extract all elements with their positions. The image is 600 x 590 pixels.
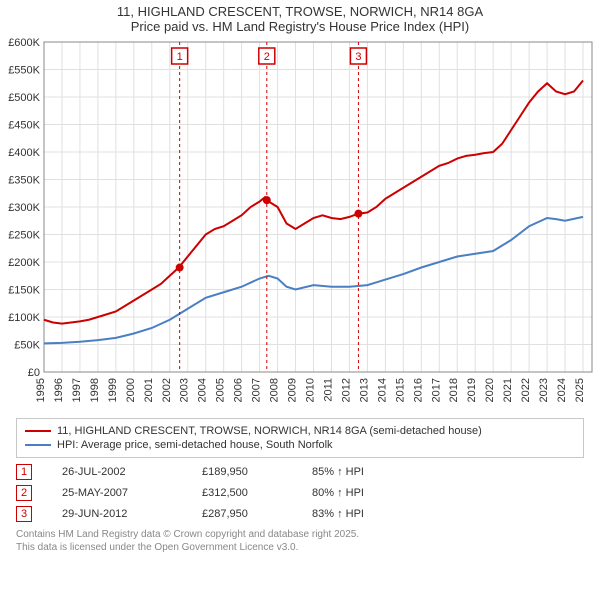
x-tick-label: 2006 — [233, 378, 245, 402]
legend: 11, HIGHLAND CRESCENT, TROWSE, NORWICH, … — [16, 418, 584, 458]
x-tick-label: 1995 — [35, 378, 47, 402]
event-badge: 1 — [16, 464, 32, 480]
y-tick-label: £100K — [8, 312, 40, 324]
event-row: 2 25-MAY-2007 £312,500 80% ↑ HPI — [16, 485, 584, 501]
y-tick-label: £250K — [8, 230, 40, 242]
y-tick-label: £400K — [8, 147, 40, 159]
legend-swatch — [25, 430, 51, 432]
event-badge: 2 — [16, 485, 32, 501]
event-marker-point — [263, 196, 271, 204]
x-tick-label: 2001 — [143, 378, 155, 402]
event-marker-number: 2 — [264, 51, 270, 63]
legend-label: 11, HIGHLAND CRESCENT, TROWSE, NORWICH, … — [57, 425, 482, 437]
title-line-1: 11, HIGHLAND CRESCENT, TROWSE, NORWICH, … — [0, 4, 600, 19]
event-date: 26-JUL-2002 — [62, 466, 172, 478]
event-row: 1 26-JUL-2002 £189,950 85% ↑ HPI — [16, 464, 584, 480]
y-tick-label: £300K — [8, 202, 40, 214]
x-tick-label: 2011 — [322, 378, 334, 402]
events-table: 1 26-JUL-2002 £189,950 85% ↑ HPI 2 25-MAY-200… — [16, 464, 584, 522]
x-tick-label: 2010 — [305, 378, 317, 402]
footer-line-2: This data is licensed under the Open Gov… — [16, 541, 584, 554]
event-badge: 3 — [16, 506, 32, 522]
x-tick-label: 2005 — [215, 378, 227, 402]
chart-title: 11, HIGHLAND CRESCENT, TROWSE, NORWICH, … — [0, 0, 600, 34]
x-tick-label: 2002 — [161, 378, 173, 402]
chart-area: £0 £50K £100K £150K £200K £250K £300K £350K £400… — [0, 34, 600, 414]
x-tick-label: 2024 — [556, 378, 568, 402]
x-tick-label: 2023 — [538, 378, 550, 402]
footer-line-1: Contains HM Land Registry data © Crown c… — [16, 528, 584, 541]
event-price: £312,500 — [202, 487, 282, 499]
title-line-2: Price paid vs. HM Land Registry's House … — [0, 19, 600, 34]
event-marker-point — [176, 264, 184, 272]
event-date: 29-JUN-2012 — [62, 508, 172, 520]
event-pct: 83% ↑ HPI — [312, 508, 412, 520]
legend-item: 11, HIGHLAND CRESCENT, TROWSE, NORWICH, … — [25, 425, 575, 437]
y-tick-label: £550K — [8, 65, 40, 77]
event-pct: 80% ↑ HPI — [312, 487, 412, 499]
x-tick-label: 2019 — [466, 378, 478, 402]
y-tick-label: £0 — [28, 367, 40, 379]
footer: Contains HM Land Registry data © Crown c… — [16, 528, 584, 554]
event-marker-number: 3 — [355, 51, 361, 63]
legend-item: HPI: Average price, semi-detached house,… — [25, 439, 575, 451]
x-tick-label: 2000 — [125, 378, 137, 402]
x-tick-label: 2009 — [287, 378, 299, 402]
legend-label: HPI: Average price, semi-detached house,… — [57, 439, 333, 451]
x-tick-label: 2007 — [251, 378, 263, 402]
chart-svg: £0 £50K £100K £150K £200K £250K £300K £350K £400… — [0, 34, 600, 414]
y-tick-label: £450K — [8, 120, 40, 132]
x-tick-label: 2016 — [412, 378, 424, 402]
x-tick-label: 2020 — [484, 378, 496, 402]
x-tick-label: 2017 — [430, 378, 442, 402]
y-tick-label: £500K — [8, 92, 40, 104]
x-tick-label: 2025 — [574, 378, 586, 402]
x-tick-label: 1996 — [53, 378, 65, 402]
x-tick-label: 2018 — [448, 378, 460, 402]
x-tick-label: 2003 — [179, 378, 191, 402]
y-tick-label: £350K — [8, 175, 40, 187]
x-tick-label: 2013 — [358, 378, 370, 402]
x-tick-label: 2008 — [269, 378, 281, 402]
event-price: £287,950 — [202, 508, 282, 520]
y-tick-label: £200K — [8, 257, 40, 269]
x-tick-label: 2014 — [376, 378, 388, 402]
x-tick-label: 1997 — [71, 378, 83, 402]
event-marker-point — [354, 210, 362, 218]
y-tick-label: £50K — [14, 340, 40, 352]
event-pct: 85% ↑ HPI — [312, 466, 412, 478]
x-tick-label: 2012 — [340, 378, 352, 402]
x-tick-label: 2021 — [502, 378, 514, 402]
event-row: 3 29-JUN-2012 £287,950 83% ↑ HPI — [16, 506, 584, 522]
event-price: £189,950 — [202, 466, 282, 478]
legend-swatch — [25, 444, 51, 446]
x-tick-label: 2022 — [520, 378, 532, 402]
y-tick-label: £600K — [8, 37, 40, 49]
x-tick-label: 2015 — [394, 378, 406, 402]
y-tick-label: £150K — [8, 285, 40, 297]
event-marker-number: 1 — [177, 51, 183, 63]
x-tick-label: 2004 — [197, 378, 209, 402]
x-tick-label: 1999 — [107, 378, 119, 402]
x-tick-label: 1998 — [89, 378, 101, 402]
event-date: 25-MAY-2007 — [62, 487, 172, 499]
